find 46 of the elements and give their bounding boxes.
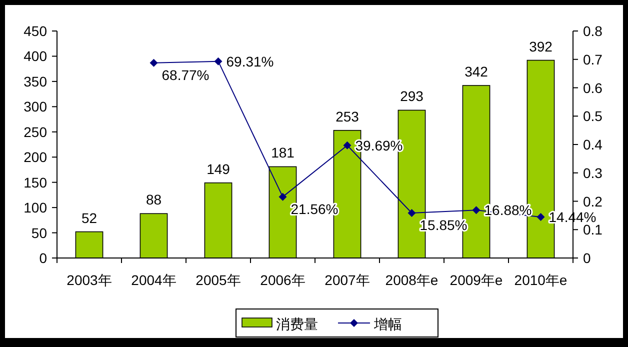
- x-tick-label: 2010年e: [514, 272, 568, 288]
- y2-tick-label: 0.2: [583, 193, 603, 210]
- y-tick-label: 350: [24, 73, 48, 90]
- y2-tick-label: 0.1: [583, 222, 603, 238]
- y2-tick-label: 0.6: [583, 80, 603, 96]
- data-label: 52: [81, 210, 98, 226]
- y2-tick-label: 0.5: [583, 108, 603, 124]
- x-tick-label: 2003年: [66, 272, 112, 288]
- y2-tick-label: 0.7: [583, 51, 603, 68]
- point: [408, 209, 416, 218]
- x-tick-label: 2009年e: [450, 272, 503, 288]
- data-label: 88: [146, 192, 162, 208]
- y2-tick-label: 0.3: [583, 164, 603, 181]
- y2-tick-label: 0.8: [583, 23, 603, 39]
- y-tick-label: 400: [24, 48, 48, 64]
- x-tick-label: 2007年: [324, 272, 370, 288]
- data-label: 342: [464, 63, 488, 80]
- legend-label: 增幅: [373, 316, 402, 332]
- point: [150, 58, 158, 67]
- data-label: 149: [206, 160, 230, 177]
- point: [278, 192, 287, 201]
- y-tick-label: 100: [24, 200, 48, 216]
- x-tick-label: 2004年: [131, 272, 176, 288]
- data-label: 293: [400, 88, 424, 104]
- point: [472, 206, 480, 214]
- y-tick-label: 300: [24, 98, 48, 115]
- x-tick-label: 2005年: [196, 272, 241, 288]
- y-tick-label: 0: [39, 250, 48, 266]
- legend-label: 消费量: [276, 316, 318, 332]
- point: [214, 57, 222, 66]
- y-tick-label: 200: [24, 149, 48, 166]
- data-label: 181: [271, 144, 295, 161]
- data-label: 69.31%: [226, 53, 274, 70]
- y-tick-label: 250: [24, 124, 48, 140]
- y2-tick-label: 0: [583, 250, 591, 266]
- y-tick-label: 50: [31, 224, 48, 241]
- y-tick-label: 450: [24, 23, 48, 39]
- data-label: 392: [529, 38, 553, 54]
- y-tick-label: 150: [24, 174, 48, 190]
- point: [343, 141, 352, 150]
- point: [536, 213, 545, 222]
- x-tick-label: 2008年e: [385, 272, 438, 288]
- data-label: 68.77%: [162, 66, 210, 83]
- y2-tick-label: 0.4: [583, 136, 603, 152]
- x-tick-label: 2006年: [260, 272, 306, 288]
- data-label: 253: [336, 108, 360, 124]
